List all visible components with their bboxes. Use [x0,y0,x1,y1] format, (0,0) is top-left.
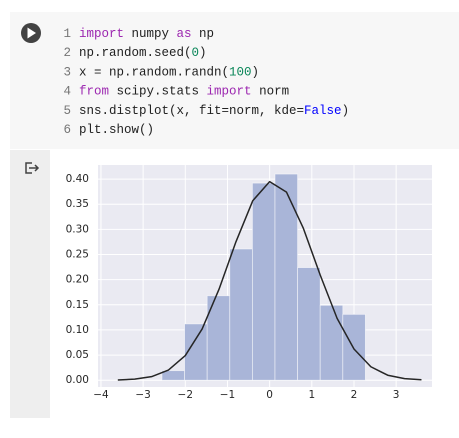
code-token: as [177,27,192,41]
bar [161,370,185,381]
bar [251,182,276,381]
y-tick-label: 0.25 [66,249,89,261]
code-token: plt.show() [79,123,154,137]
code-token: x = np.random.randn( [79,65,229,79]
code-line: import numpy as np [79,27,214,41]
code-token: from [79,85,109,99]
code-line: plt.show() [79,123,154,137]
code-token: scipy.stats [109,85,207,99]
x-tick-label: −3 [135,389,150,401]
code-token: sns.distplot(x, fit=norm, kde= [79,104,304,118]
y-tick-label: 0.05 [66,349,89,361]
bar [274,173,298,381]
bar [229,248,253,381]
x-tick-label: −1 [220,389,235,401]
code-token: norm [252,85,290,99]
chart: −4 −3 −2 −1 0 1 2 3 0.00 0.05 0.10 0.15 0.20 0.25 0.30… [66,165,432,401]
line-number: 4 [63,85,71,99]
code-token: np [192,27,215,41]
y-tick-label: 0.15 [66,299,89,311]
output-gutter [10,150,50,418]
x-tick-label: 1 [308,389,315,401]
output-icon[interactable] [25,162,40,174]
x-tick-label: 3 [393,389,400,401]
code-token: ) [342,104,350,118]
x-tick-label: 0 [266,389,273,401]
line-number: 1 [63,27,71,41]
code-line: x = np.random.randn(100) [79,65,259,79]
code-token: False [304,104,342,118]
x-tick-label: −2 [178,389,193,401]
code-line: sns.distplot(x, fit=norm, kde=False) [79,104,349,118]
code-token: ) [199,46,207,60]
code-token: import [79,27,124,41]
bar [297,267,321,381]
code-token: import [207,85,252,99]
y-tick-label: 0.35 [66,198,89,210]
x-tick-label: 2 [351,389,358,401]
code-line: np.random.seed(0) [79,46,207,60]
code-token: numpy [124,27,177,41]
code-token: 0 [192,46,200,60]
y-tick-label: 0.10 [66,324,89,336]
code-token: np.random.seed( [79,46,192,60]
bar [319,304,344,381]
x-tick-label: −4 [93,389,109,401]
code-token: 100 [229,65,252,79]
code-lines: 1 import numpy as np 2 np.random.seed(0) 3 x … [63,27,349,137]
y-tick-label: 0.40 [66,173,89,185]
fit-curve [117,180,422,381]
line-number: 6 [63,123,71,137]
bar [342,313,366,381]
y-tick-label: 0.00 [66,374,89,386]
line-number: 2 [63,46,71,60]
run-button[interactable] [21,23,41,43]
code-token: ) [252,65,260,79]
y-tick-label: 0.30 [66,223,89,235]
y-tick-label: 0.20 [66,274,89,286]
code-line: from scipy.stats import norm [79,85,289,99]
line-number: 5 [63,104,71,118]
code-cell [10,12,459,149]
line-number: 3 [63,65,71,79]
